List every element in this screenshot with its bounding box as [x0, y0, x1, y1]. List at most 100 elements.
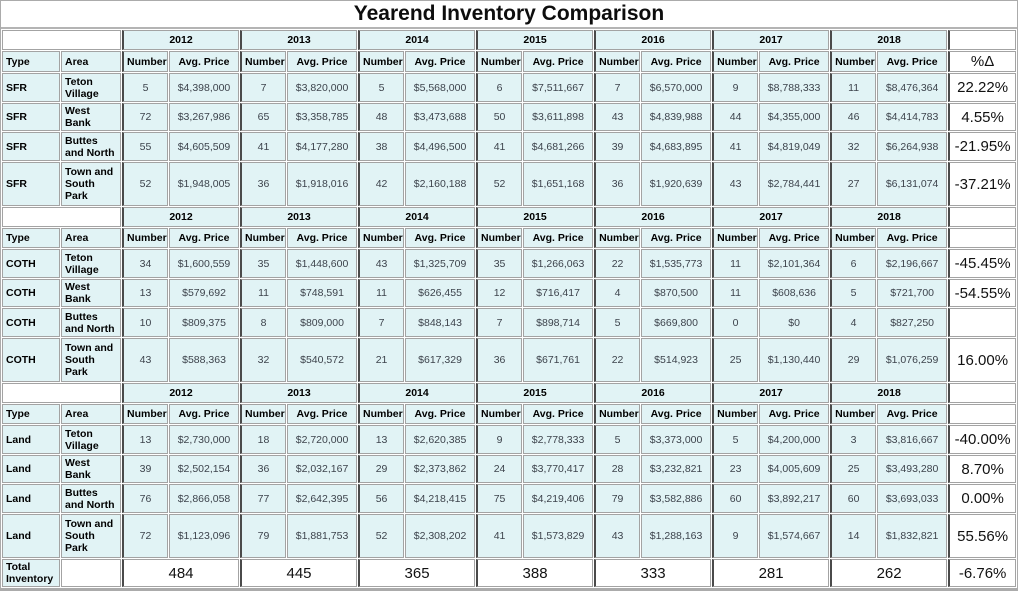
col-header-avg-price: Avg. Price: [641, 228, 712, 248]
avg-price-cell: $2,620,385: [405, 425, 476, 454]
avg-price-cell: $540,572: [287, 338, 358, 382]
avg-price-cell: $579,692: [169, 279, 240, 307]
avg-price-cell: $1,651,168: [523, 162, 594, 206]
col-header-number: Number: [476, 404, 523, 424]
number-cell: 35: [240, 249, 287, 278]
col-header-avg-price: Avg. Price: [405, 404, 476, 424]
col-header-number: Number: [594, 51, 641, 72]
year-header: 2012: [122, 207, 240, 227]
number-cell: 7: [476, 308, 523, 337]
year-header: 2015: [476, 30, 594, 50]
avg-price-cell: $3,611,898: [523, 103, 594, 131]
col-header-number: Number: [240, 51, 287, 72]
number-cell: 13: [122, 425, 168, 454]
avg-price-cell: $1,573,829: [523, 514, 594, 558]
avg-price-cell: $4,681,266: [523, 132, 594, 161]
number-cell: 41: [476, 132, 523, 161]
pct-delta-header: %Δ: [948, 51, 1017, 72]
avg-price-cell: $1,600,559: [169, 249, 240, 278]
number-cell: 36: [594, 162, 641, 206]
col-header-avg-price: Avg. Price: [641, 404, 712, 424]
number-cell: 22: [594, 338, 641, 382]
area-cell: Buttes and North: [61, 484, 121, 513]
table-row: SFR West Bank 72 $3,267,986 65 $3,358,785 48 $3…: [2, 103, 1017, 131]
col-header-number: Number: [240, 228, 287, 248]
avg-price-cell: $3,693,033: [877, 484, 948, 513]
avg-price-cell: $4,177,280: [287, 132, 358, 161]
number-cell: 4: [594, 279, 641, 307]
avg-price-cell: $721,700: [877, 279, 948, 307]
type-cell: COTH: [2, 308, 60, 337]
avg-price-cell: $1,448,600: [287, 249, 358, 278]
table-row: SFR Teton Village 5 $4,398,000 7 $3,820,000 5 $…: [2, 73, 1017, 102]
number-cell: 10: [122, 308, 168, 337]
number-cell: 52: [476, 162, 523, 206]
col-header-avg-price: Avg. Price: [877, 228, 948, 248]
number-cell: 35: [476, 249, 523, 278]
number-cell: 36: [240, 455, 287, 483]
year-header: 2018: [830, 207, 948, 227]
avg-price-cell: $2,160,188: [405, 162, 476, 206]
number-cell: 39: [594, 132, 641, 161]
year-header: 2014: [358, 207, 476, 227]
year-row-corner: [2, 207, 121, 227]
number-cell: 5: [594, 308, 641, 337]
type-cell: Land: [2, 455, 60, 483]
avg-price-cell: $2,502,154: [169, 455, 240, 483]
number-cell: 76: [122, 484, 168, 513]
col-header-avg-price: Avg. Price: [759, 51, 830, 72]
col-header-area: Area: [61, 404, 121, 424]
avg-price-cell: $748,591: [287, 279, 358, 307]
total-count-cell: 333: [594, 559, 712, 587]
total-inventory-row: Total Inventory 484 445 365 388 333 281 262 -6.7…: [2, 559, 1017, 587]
avg-price-cell: $870,500: [641, 279, 712, 307]
number-cell: 5: [358, 73, 405, 102]
number-cell: 14: [830, 514, 877, 558]
col-header-avg-price: Avg. Price: [759, 228, 830, 248]
col-header-number: Number: [476, 228, 523, 248]
number-cell: 7: [594, 73, 641, 102]
number-cell: 5: [594, 425, 641, 454]
year-header: 2013: [240, 207, 358, 227]
avg-price-cell: $1,920,639: [641, 162, 712, 206]
total-count-cell: 445: [240, 559, 358, 587]
pct-change-cell: 4.55%: [948, 103, 1017, 131]
col-header-number: Number: [594, 404, 641, 424]
avg-price-cell: $3,820,000: [287, 73, 358, 102]
avg-price-cell: $3,892,217: [759, 484, 830, 513]
number-cell: 77: [240, 484, 287, 513]
area-cell: West Bank: [61, 279, 121, 307]
avg-price-cell: $3,473,688: [405, 103, 476, 131]
col-header-avg-price: Avg. Price: [405, 51, 476, 72]
pct-change-cell: -45.45%: [948, 249, 1017, 278]
number-cell: 52: [122, 162, 168, 206]
year-header-row: 2012 2013 2014 2015 2016 2017 2018: [2, 30, 1017, 50]
avg-price-cell: $2,778,333: [523, 425, 594, 454]
total-count-cell: 365: [358, 559, 476, 587]
col-header-number: Number: [240, 404, 287, 424]
table-row: Land West Bank 39 $2,502,154 36 $2,032,167 29 $…: [2, 455, 1017, 483]
total-pct-change-cell: -6.76%: [948, 559, 1017, 587]
number-cell: 5: [122, 73, 168, 102]
area-cell: Town and South Park: [61, 338, 121, 382]
col-header-avg-price: Avg. Price: [877, 404, 948, 424]
number-cell: 43: [358, 249, 405, 278]
avg-price-cell: $1,130,440: [759, 338, 830, 382]
avg-price-cell: $2,730,000: [169, 425, 240, 454]
col-header-type: Type: [2, 228, 60, 248]
year-header: 2017: [712, 383, 830, 403]
col-header-type: Type: [2, 51, 60, 72]
table-row: SFR Town and South Park 52 $1,948,005 36 $1,9…: [2, 162, 1017, 206]
number-cell: 41: [712, 132, 759, 161]
avg-price-cell: $809,000: [287, 308, 358, 337]
type-cell: SFR: [2, 73, 60, 102]
pct-header-spacer: [948, 228, 1017, 248]
avg-price-cell: $2,866,058: [169, 484, 240, 513]
col-header-number: Number: [358, 404, 405, 424]
avg-price-cell: $1,266,063: [523, 249, 594, 278]
number-cell: 32: [240, 338, 287, 382]
pct-change-cell: -40.00%: [948, 425, 1017, 454]
year-header-row: 2012 2013 2014 2015 2016 2017 2018: [2, 383, 1017, 403]
pct-header-spacer: [948, 404, 1017, 424]
